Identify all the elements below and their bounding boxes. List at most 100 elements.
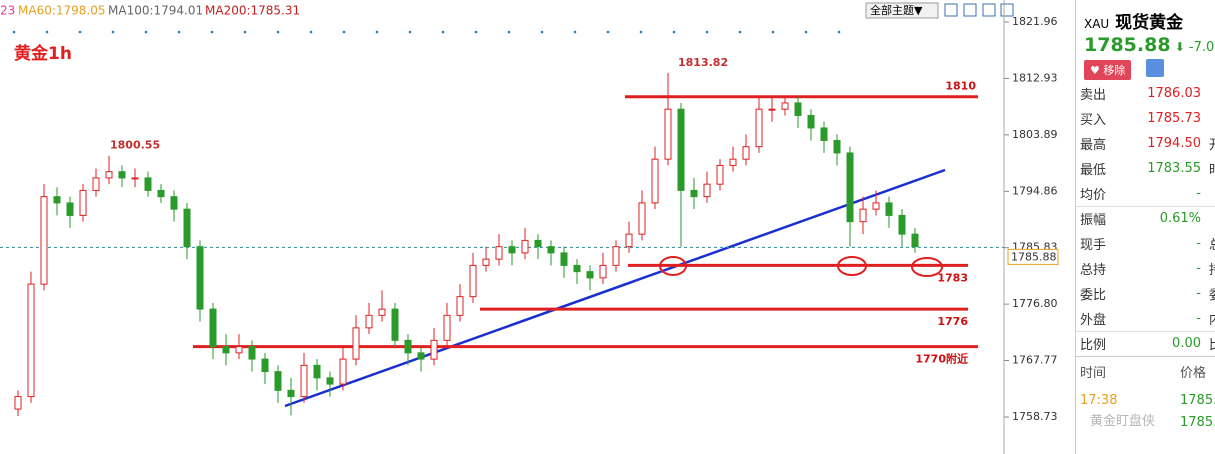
quote-row: 均价 - [1080,181,1215,206]
legend-item: MA200:1785.31 [205,4,300,18]
row-extra: 比 [1209,334,1215,353]
candle-body [820,127,828,141]
candle-body [599,264,607,279]
row-extra: 持 [1209,259,1215,278]
row-label: 卖出 [1080,88,1107,103]
alert-button[interactable] [1146,59,1164,77]
candle-body [352,327,360,360]
legend-item: MA60:1798.05 [18,4,106,18]
remove-label[interactable]: 移除 [1103,64,1126,77]
row-label: 委比 [1080,288,1107,303]
marker-dot [78,30,82,34]
marker-dot [45,30,49,34]
row-label: 外盘 [1080,313,1107,328]
candle-body [677,108,685,191]
candle-body [495,246,503,260]
row-value: - [1196,286,1201,301]
high-label: 1813.82 [678,56,728,69]
candle-body [742,146,750,160]
last-price-tag: 1785.88 [1011,250,1057,263]
row-label: 振幅 [1080,213,1107,228]
candle-body [53,196,61,204]
candle-body [560,252,568,266]
candle-body [365,314,373,329]
tick-price: 1785.9 [1180,393,1215,408]
marker-dot [408,30,412,34]
candle-body [651,158,659,204]
marker-dot [276,30,280,34]
row-extra: 总 [1209,234,1215,253]
candle-body [79,189,87,216]
row-value: - [1196,236,1201,251]
candle-body [911,233,919,248]
marker-dot [375,30,379,34]
last-price-tag-bg [1007,248,1059,265]
ticks-header: 时间 价格 [1080,359,1215,384]
candle-body [573,264,581,273]
candle-body [40,196,48,285]
quote-row: 振幅 0.61% [1080,206,1215,231]
candle-body [261,358,269,373]
quote-row: 委比 -委 [1080,281,1215,306]
row-value: 1785.73 [1147,111,1201,126]
row-label: 最高 [1080,138,1107,153]
row-divider [1076,331,1215,332]
candle-body [144,177,152,191]
candle-body [14,396,22,410]
row-extra: 开 [1209,134,1215,153]
legend-item: 23 [0,4,15,18]
y-tick-label: 1821.96 [1012,15,1058,28]
quote-row: 外盘 -内 [1080,306,1215,331]
theme-button-bg[interactable] [865,2,939,19]
row-value: 0.00 [1172,336,1201,351]
marker-dot [243,30,247,34]
candle-body [534,239,542,248]
candle-body [846,152,854,223]
candle-body [131,177,139,180]
candle-body [27,283,35,398]
quote-panel: XAU 现货黄金 1785.88 ⬇ -7.02 ♥ 移除 卖出 1786.03 买… [1075,0,1215,454]
candle-body [521,239,529,254]
tick-row: 17:38 1785.9 [1080,388,1215,413]
marker-dot [309,30,313,34]
candle-body [235,346,243,354]
divider [1076,356,1215,357]
marker-dot [573,30,577,34]
candle-body [703,183,711,198]
row-extra: 时 [1209,159,1215,178]
marker-dot [705,30,709,34]
y-tick-label: 1803.89 [1012,128,1058,141]
candle-body [625,233,633,248]
candle-body [482,258,490,266]
candle-body [807,114,815,129]
legend-item: MA100:1794.01 [108,4,203,18]
quote-title: XAU 现货黄金 [1084,8,1183,33]
row-label: 现手 [1080,238,1107,253]
change: -7.02 [1188,40,1215,55]
candle-body [443,314,451,341]
row-label: 买入 [1080,113,1107,128]
price-line: 1785.88 ⬇ -7.02 [1084,34,1215,56]
watermark: 黄金盯盘侠 [1090,414,1156,429]
theme-button[interactable]: 全部主题▼ [870,3,923,17]
marker-dot [210,30,214,34]
row-value: - [1196,311,1201,326]
chart: 全部主题▼ 黄金1h 23 MA60:1798.05 MA100:1794.01 MA… [0,0,1059,454]
remove-button[interactable]: ♥ 移除 [1084,60,1132,80]
tick-time: 17:38 [1080,393,1118,408]
row-extra: 委 [1209,284,1215,303]
candle-body [404,339,412,354]
candle-body [755,108,763,148]
marker-dot [342,30,346,34]
y-tick-label: 1812.93 [1012,71,1058,84]
candle-body [287,389,295,398]
marker-dot [639,30,643,34]
candle-body [547,246,555,254]
candle-body [781,102,789,110]
candle-body [313,364,321,379]
quote-row: 卖出 1786.03 [1080,81,1215,106]
candle-body [859,208,867,223]
high-label: 1800.55 [110,139,160,152]
candle-body [378,308,386,316]
quote-row: 总持 -持 [1080,256,1215,281]
